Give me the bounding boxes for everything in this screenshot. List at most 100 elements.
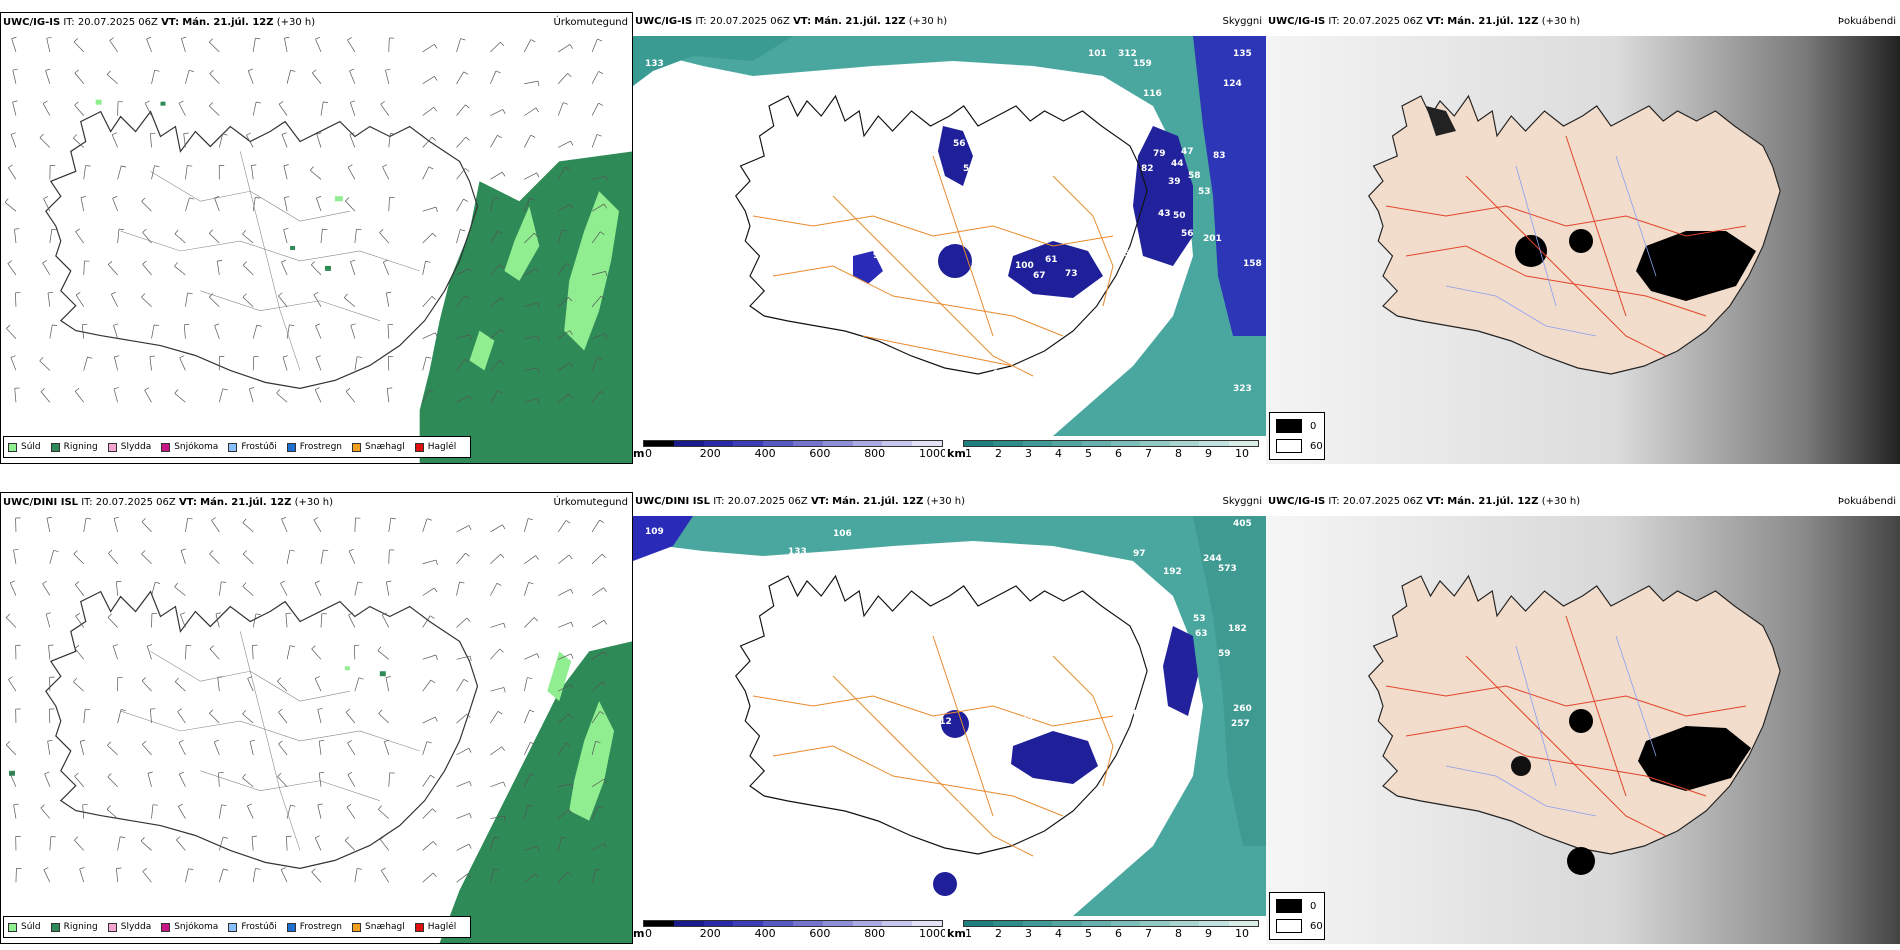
wind-barb-feather [39,356,44,362]
wind-barb [218,581,222,596]
panel-top-fog: UWC/IG-IS IT: 20.07.2025 06Z VT: Mán. 21… [1266,12,1900,464]
wind-barb-feather [503,781,506,787]
wind-barb-feather [73,550,78,555]
wind-barb [178,806,186,819]
wind-barb-feather [380,101,385,105]
wind-barb-feather [536,653,540,659]
wind-barb-feather [108,549,113,554]
wind-barb [456,359,466,371]
wind-barb-feather [390,133,396,135]
wind-barb-feather [599,711,605,715]
wind-barb [456,268,470,276]
wind-barb-feather [209,102,213,107]
wind-barb-feather [494,836,500,839]
wind-barb-feather [468,525,472,531]
colorbar-tick-label: 1 [965,927,972,940]
wind-barb-feather [603,620,607,625]
visibility-value-label: 43 [1158,209,1171,219]
wind-barb-feather [468,395,472,401]
wind-barb-feather [345,708,351,713]
wind-barb [524,677,528,692]
wind-barb [314,582,322,596]
wind-barb [282,357,288,371]
wind-barb [456,679,465,692]
wind-barb-feather [347,37,352,41]
wind-barb-feather [314,676,320,679]
visibility-map: 109 106 133 188 135 54 405 97 244 573 192 36 182 53 63… [633,516,1266,916]
wind-barb [311,871,322,883]
wind-barb-feather [277,677,282,682]
wind-barb-feather [87,356,93,359]
wind-barb [45,613,51,628]
wind-barb [524,653,538,660]
visibility-value-label: 109 [645,527,664,537]
wind-barb-feather [466,713,471,718]
visibility-value-label: 53 [1193,614,1206,624]
wind-barb-feather [496,582,502,586]
wind-barb [83,260,85,275]
wind-barb-feather [493,197,499,200]
wind-barb-feather [242,709,247,715]
colorbar-segment [673,921,704,926]
colorbar-tick-label: 400 [754,447,776,460]
legend-item-frostudi: Frostúði [228,442,277,452]
wind-barb [117,229,120,244]
wind-barb [209,712,220,724]
wind-barb-feather [14,228,20,230]
wind-barb [181,38,186,53]
wind-barb [320,613,323,628]
wind-barb [422,841,434,851]
wind-barb-feather [463,198,468,202]
wind-barb-feather [113,516,119,519]
wind-barb [174,265,186,276]
wind-barb-feather [209,645,214,650]
wind-barb-feather [570,653,574,659]
wind-barb-feather [502,171,506,177]
wind-barb [354,517,356,532]
wind-barb [422,615,431,628]
wind-barb-feather [428,166,434,170]
colorbar-tick-label: 10 [1235,447,1249,460]
wind-barb-feather [80,739,86,742]
wind-barb [141,680,152,692]
wind-barb-feather [499,360,504,365]
wind-barb [312,72,322,84]
legend-item-rigning: Rigning [50,442,98,452]
wind-barb-feather [40,804,45,809]
colorbar-tick-label: 3 [1025,447,1032,460]
wind-barb-feather [42,100,48,104]
wind-barb-feather [315,36,321,40]
wind-barb [524,805,529,819]
wind-barb-feather [459,581,465,584]
wind-barb-feather [595,741,601,743]
wind-barb [422,518,428,533]
wind-barb [107,776,118,787]
wind-barb [422,76,435,85]
wind-barb [349,102,356,116]
wind-barb-feather [464,358,470,363]
wind-barb-feather [142,228,147,233]
wind-barb [592,175,606,180]
legend-item-frostudi: Frostúði [228,922,277,932]
wind-barb [524,39,532,53]
colorbar-segment [763,921,793,926]
colorbar-tick-label: 7 [1145,447,1152,460]
wind-barb [12,70,17,84]
visibility-value-label: 188 [831,561,850,571]
wind-barb-feather [563,102,568,105]
wind-barb-feather [528,518,534,521]
wind-barb-feather [565,520,571,524]
wind-barb-feather [497,711,503,715]
terrain-unit: m [633,927,645,940]
wind-barb [378,713,390,724]
wind-barb-feather [222,133,228,136]
visibility-value-label: 64 [948,801,961,811]
wind-barb [591,38,598,53]
wind-barb [142,232,152,244]
wind-barb [281,261,288,276]
wind-barb-feather [113,644,119,647]
wind-barb [185,292,188,307]
wind-barb-feather [311,261,316,266]
wind-barb-feather [502,109,506,115]
colorbar-segment [1228,441,1259,446]
